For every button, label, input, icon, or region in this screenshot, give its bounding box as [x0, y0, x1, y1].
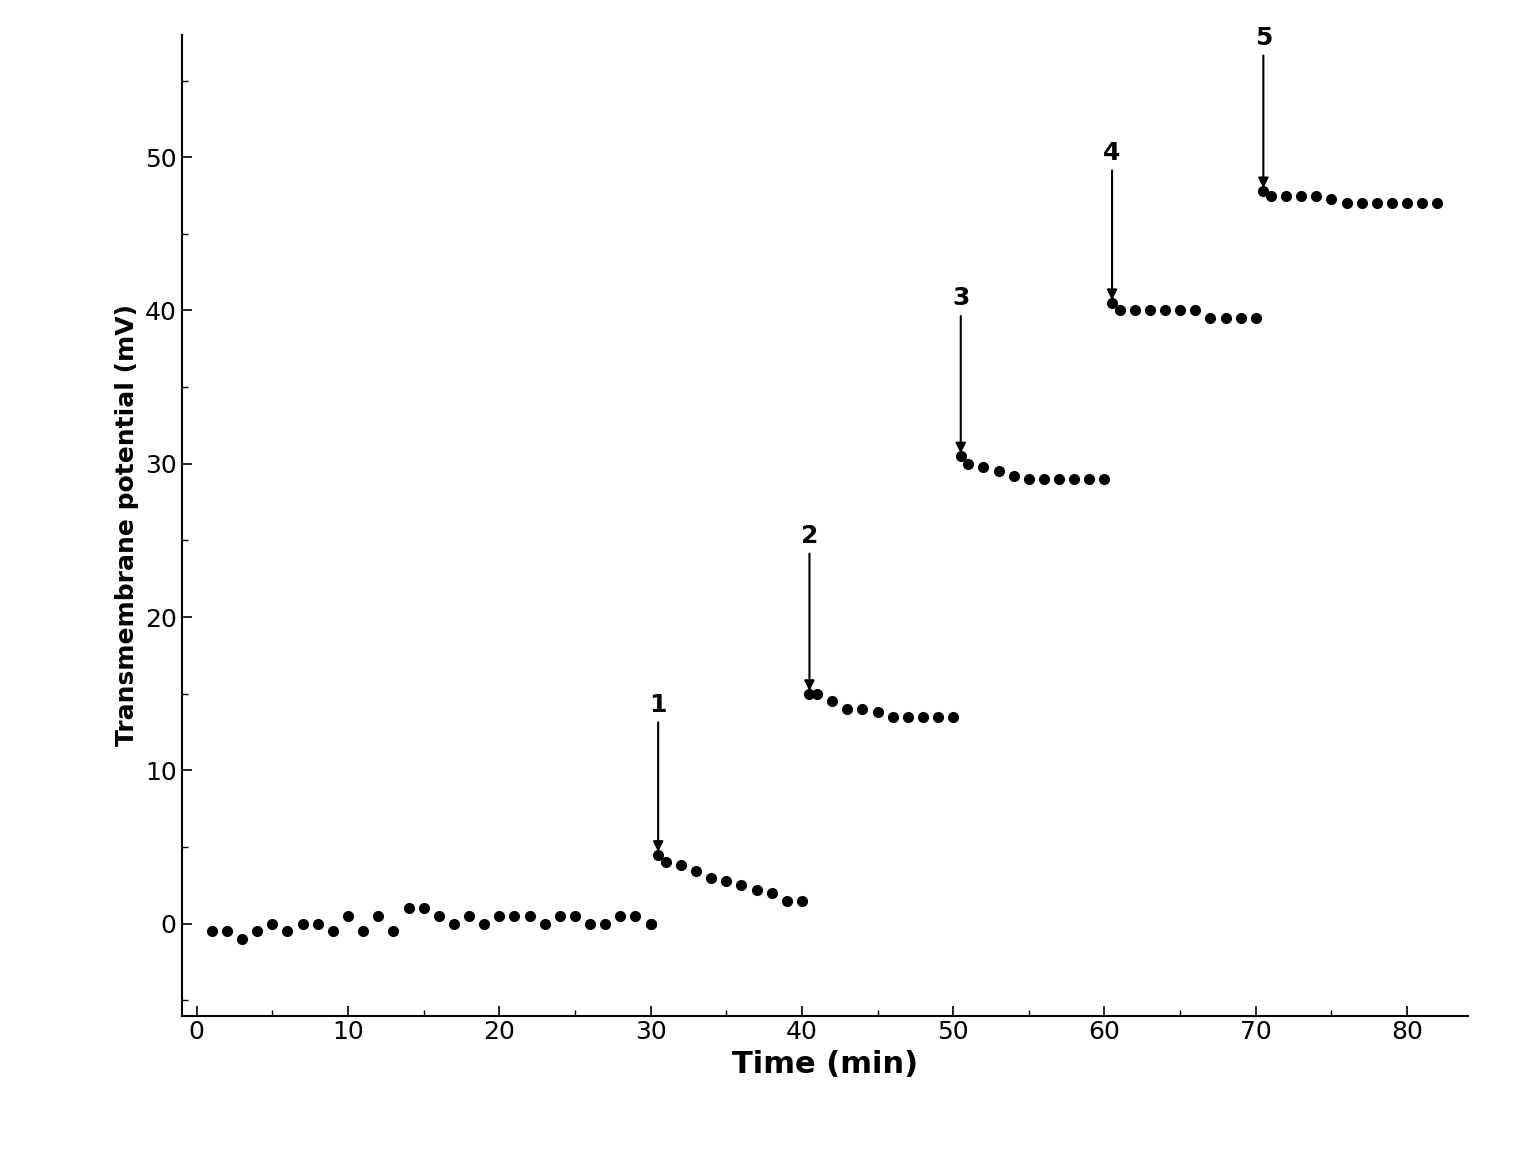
- Point: [805, 684, 829, 703]
- Point: [1251, 181, 1275, 200]
- Point: [1229, 309, 1253, 328]
- Point: [699, 868, 723, 886]
- Point: [949, 447, 973, 465]
- Point: [608, 907, 632, 926]
- Point: [646, 846, 670, 864]
- Point: [1077, 470, 1101, 488]
- Point: [1100, 293, 1124, 312]
- Point: [850, 699, 875, 718]
- Point: [790, 891, 814, 909]
- Point: [760, 884, 784, 902]
- Point: [366, 907, 390, 926]
- Text: 2: 2: [800, 524, 819, 689]
- Point: [1183, 301, 1207, 320]
- Text: 3: 3: [952, 286, 970, 451]
- Point: [986, 463, 1011, 481]
- Point: [1350, 194, 1374, 212]
- Point: [200, 922, 224, 941]
- Point: [714, 871, 738, 890]
- Point: [381, 922, 405, 941]
- Point: [684, 862, 708, 881]
- Point: [638, 914, 663, 932]
- Text: 5: 5: [1254, 25, 1272, 186]
- Point: [1410, 194, 1434, 212]
- Point: [290, 914, 315, 932]
- Point: [1304, 186, 1328, 204]
- Text: 4: 4: [1103, 141, 1121, 298]
- X-axis label: Time (min): Time (min): [731, 1050, 918, 1079]
- Point: [1198, 309, 1223, 328]
- Point: [1108, 301, 1132, 320]
- Point: [1244, 309, 1268, 328]
- Point: [1259, 186, 1283, 204]
- Text: 1: 1: [649, 692, 667, 849]
- Point: [729, 876, 753, 894]
- Point: [215, 922, 239, 941]
- Point: [1047, 470, 1071, 488]
- Point: [230, 930, 254, 949]
- Point: [744, 881, 769, 899]
- Point: [881, 707, 905, 726]
- Point: [654, 853, 678, 871]
- Point: [623, 907, 648, 926]
- Point: [1138, 301, 1162, 320]
- Point: [1123, 301, 1147, 320]
- Point: [1032, 470, 1056, 488]
- Point: [336, 907, 360, 926]
- Point: [1319, 189, 1344, 208]
- Point: [971, 458, 996, 477]
- Point: [517, 907, 542, 926]
- Point: [578, 914, 602, 932]
- Point: [1213, 309, 1238, 328]
- Point: [396, 899, 421, 917]
- Point: [502, 907, 527, 926]
- Point: [275, 922, 300, 941]
- Point: [1168, 301, 1192, 320]
- Point: [638, 914, 663, 932]
- Point: [306, 914, 330, 932]
- Point: [472, 914, 496, 932]
- Point: [926, 707, 950, 726]
- Point: [321, 922, 345, 941]
- Point: [820, 692, 844, 711]
- Point: [669, 856, 693, 875]
- Point: [563, 907, 587, 926]
- Point: [427, 907, 451, 926]
- Point: [797, 684, 822, 703]
- Point: [1365, 194, 1389, 212]
- Point: [351, 922, 375, 941]
- Point: [1092, 470, 1117, 488]
- Point: [1425, 194, 1449, 212]
- Point: [533, 914, 557, 932]
- Point: [593, 914, 617, 932]
- Y-axis label: Transmembrane potential (mV): Transmembrane potential (mV): [115, 304, 139, 747]
- Point: [245, 922, 269, 941]
- Point: [1153, 301, 1177, 320]
- Point: [1380, 194, 1404, 212]
- Point: [260, 914, 284, 932]
- Point: [941, 707, 965, 726]
- Point: [1062, 470, 1086, 488]
- Point: [775, 891, 799, 909]
- Point: [1334, 194, 1359, 212]
- Point: [1289, 186, 1313, 204]
- Point: [548, 907, 572, 926]
- Point: [1002, 467, 1026, 486]
- Point: [457, 907, 481, 926]
- Point: [412, 899, 436, 917]
- Point: [956, 455, 980, 473]
- Point: [896, 707, 920, 726]
- Point: [487, 907, 511, 926]
- Point: [442, 914, 466, 932]
- Point: [911, 707, 935, 726]
- Point: [835, 699, 859, 718]
- Point: [1274, 186, 1298, 204]
- Point: [1017, 470, 1041, 488]
- Point: [1395, 194, 1419, 212]
- Point: [865, 703, 890, 721]
